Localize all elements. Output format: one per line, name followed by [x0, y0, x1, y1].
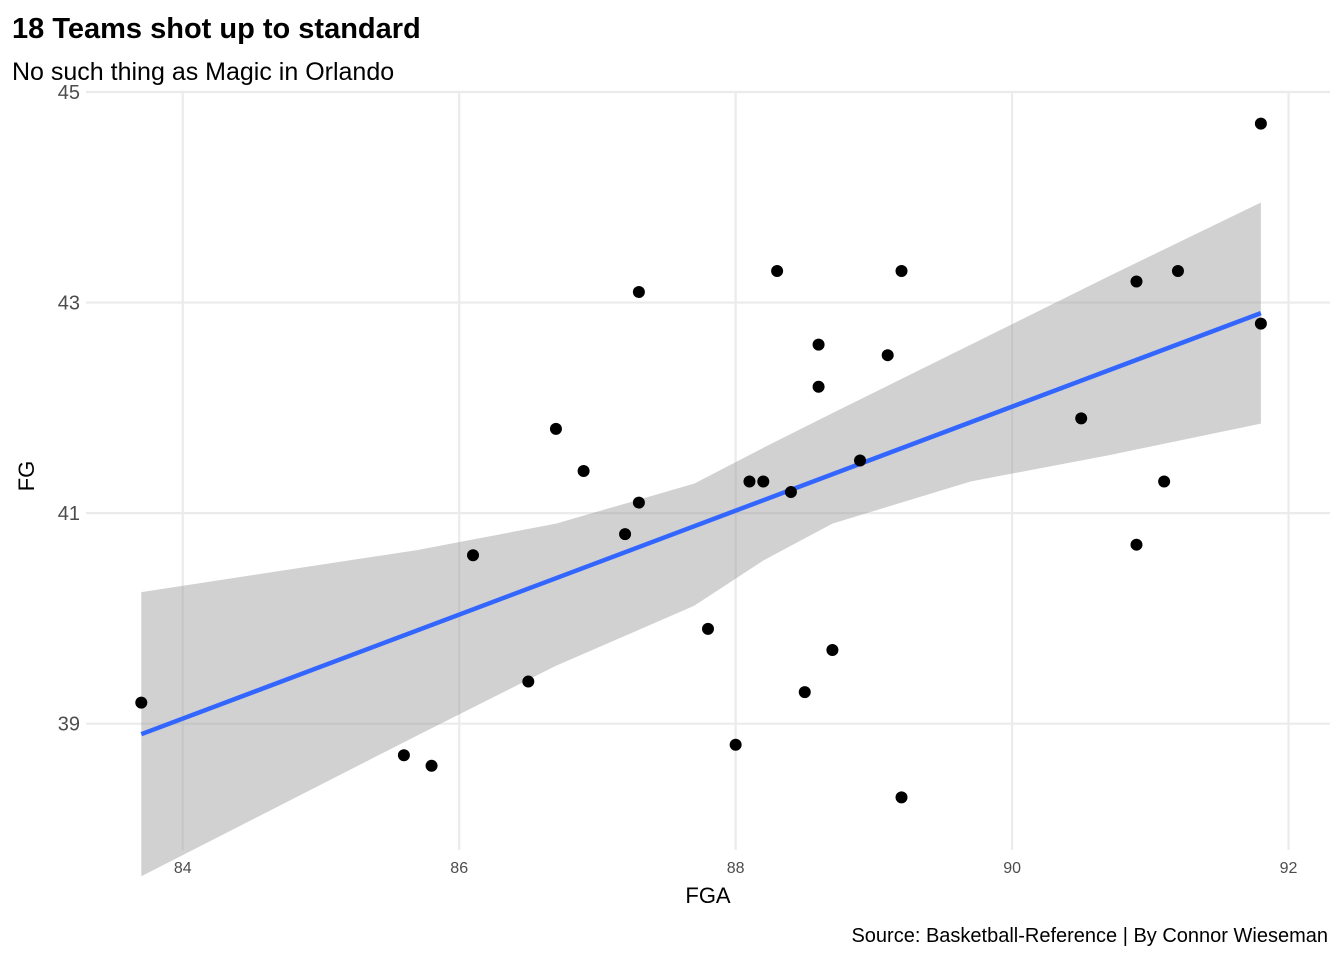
x-axis-title: FGA — [685, 883, 731, 908]
chart-caption: Source: Basketball-Reference | By Connor… — [851, 925, 1328, 947]
data-point — [632, 286, 645, 299]
data-point — [771, 264, 784, 277]
data-point — [757, 475, 770, 488]
data-point — [135, 696, 148, 709]
x-tick-label: 86 — [450, 860, 468, 877]
data-point — [619, 528, 632, 541]
data-point — [425, 759, 438, 772]
y-tick-label: 41 — [58, 503, 80, 525]
data-point — [798, 686, 811, 699]
y-tick-label: 45 — [58, 82, 80, 104]
confidence-band-layer — [141, 202, 1261, 877]
data-points — [135, 117, 1267, 804]
data-point — [881, 349, 894, 362]
data-point — [397, 749, 410, 762]
data-point — [895, 791, 908, 804]
data-point — [1158, 475, 1171, 488]
data-point — [1254, 317, 1267, 330]
data-point — [522, 675, 535, 688]
data-point — [854, 454, 867, 467]
y-axis-ticks: 39 41 43 45 — [58, 82, 80, 736]
data-point — [577, 465, 590, 477]
data-point — [812, 380, 825, 393]
data-point — [729, 738, 742, 751]
data-point — [702, 622, 714, 635]
data-point — [1171, 264, 1184, 277]
data-point — [1130, 275, 1143, 288]
trend-line-layer — [140, 310, 1262, 737]
y-tick-label: 39 — [58, 714, 80, 736]
data-point — [1130, 538, 1143, 551]
data-point — [895, 264, 908, 277]
confidence-band — [141, 202, 1261, 877]
data-point — [743, 475, 756, 488]
data-point — [784, 486, 797, 499]
x-tick-label: 92 — [1280, 860, 1298, 877]
data-point — [467, 549, 480, 562]
trend-line — [140, 310, 1262, 737]
chart-title: 18 Teams shot up to standard — [12, 13, 421, 45]
grid-lines — [86, 90, 1330, 850]
x-tick-label: 84 — [174, 860, 192, 877]
chart-subtitle: No such thing as Magic in Orlando — [12, 58, 394, 86]
y-axis-title: FG — [14, 461, 39, 492]
y-tick-label: 43 — [58, 293, 80, 315]
data-point — [812, 338, 825, 351]
x-axis-ticks: 84 86 88 90 92 — [174, 860, 1298, 877]
data-point — [826, 643, 839, 656]
x-tick-label: 88 — [727, 860, 745, 877]
data-point — [632, 496, 645, 509]
x-tick-label: 90 — [1003, 860, 1021, 877]
data-point — [549, 422, 562, 435]
data-point — [1075, 412, 1088, 425]
data-point — [1254, 117, 1267, 130]
